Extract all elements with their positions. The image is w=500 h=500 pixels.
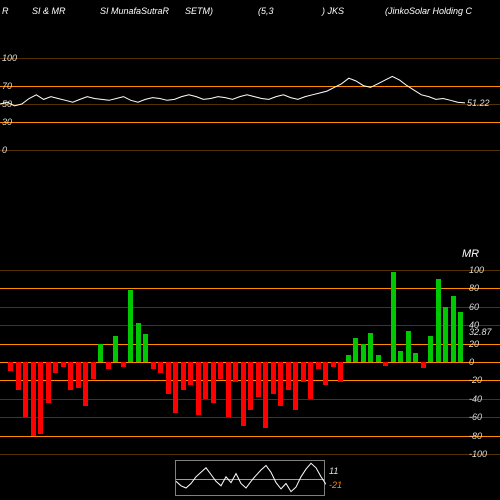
mr-bar [301, 362, 306, 382]
mr-bar [121, 362, 126, 367]
mr-bar [436, 279, 441, 362]
mr-bar [421, 362, 426, 368]
mr-bar [406, 331, 411, 362]
mr-bar [271, 362, 276, 394]
thumb-label: 11 [329, 466, 338, 476]
mr-bar [113, 336, 118, 362]
mr-bar [383, 362, 388, 366]
mr-bar [353, 338, 358, 362]
axis-label: -100 [469, 449, 487, 459]
mr-bar [376, 355, 381, 362]
mr-bar [23, 362, 28, 417]
axis-label: 60 [469, 302, 479, 312]
mr-bar [203, 362, 208, 399]
mr-bar [226, 362, 231, 417]
mr-bar [188, 362, 193, 385]
mr-bar [233, 362, 238, 382]
mr-bar [331, 362, 336, 367]
mr-bar [428, 336, 433, 362]
gridline [0, 325, 500, 326]
axis-label: 0 [469, 357, 474, 367]
chart-canvas: R SI & MR SI MunafaSutraR SETM) (5,3 ) JKS (Ji… [0, 0, 500, 500]
mr-bar [173, 362, 178, 413]
mr-bar [16, 362, 21, 390]
mr-bar [151, 362, 156, 369]
mr-bar [46, 362, 51, 403]
mr-bar [143, 334, 148, 362]
mr-bar [83, 362, 88, 406]
mr-bar [323, 362, 328, 385]
mr-bar [346, 355, 351, 362]
mr-bar [263, 362, 268, 428]
header-text: (JinkoSolar Holding C [385, 6, 472, 16]
mr-bar [166, 362, 171, 394]
mr-bar [368, 333, 373, 362]
mr-bar [316, 362, 321, 369]
gridline [0, 454, 500, 455]
gridline [0, 150, 500, 151]
rsi-end-label: 51.22 [467, 98, 490, 108]
mr-bar [248, 362, 253, 410]
mr-bar [293, 362, 298, 410]
mr-bar [68, 362, 73, 390]
header-text: ) JKS [322, 6, 344, 16]
mr-bar [158, 362, 163, 373]
mr-bar [218, 362, 223, 379]
mr-bar [76, 362, 81, 388]
mr-bar [458, 312, 463, 362]
mr-bar [398, 351, 403, 362]
rsi-chart: 100705030051.22 [0, 58, 500, 150]
mr-bar-chart: 100806040200-20-40-60-80-10032.87 [0, 270, 500, 454]
mr-bar [106, 362, 111, 369]
mr-bar [451, 296, 456, 362]
mr-bar [136, 323, 141, 362]
thumb-label: -21 [329, 480, 342, 490]
gridline [0, 344, 500, 345]
gridline [0, 417, 500, 418]
header-text: SI MunafaSutraR [100, 6, 169, 16]
mr-bar [413, 353, 418, 362]
thumbnail-chart [175, 460, 325, 496]
axis-label: -60 [469, 412, 482, 422]
header-text: (5,3 [258, 6, 274, 16]
mr-bar [278, 362, 283, 406]
axis-label: 80 [469, 283, 479, 293]
axis-label: 100 [469, 265, 484, 275]
header-text: SI & MR [32, 6, 66, 16]
axis-label: 20 [469, 339, 479, 349]
axis-label: -20 [469, 375, 482, 385]
mr-bar [443, 307, 448, 362]
mr-bar [256, 362, 261, 397]
mr-label: MR [462, 248, 479, 260]
mr-bar [391, 272, 396, 362]
mr-bar [286, 362, 291, 390]
axis-label: -80 [469, 431, 482, 441]
mr-bar [61, 362, 66, 367]
mr-bar [211, 362, 216, 403]
mr-bar [31, 362, 36, 436]
mr-bar [128, 290, 133, 362]
mr-bar [308, 362, 313, 399]
mr-overlay-value: 32.87 [469, 327, 492, 337]
rsi-line [0, 58, 465, 150]
mr-bar [8, 362, 13, 371]
gridline [0, 436, 500, 437]
thumb-line [176, 461, 326, 497]
mr-bar [98, 344, 103, 362]
gridline [0, 270, 500, 271]
gridline [0, 307, 500, 308]
mr-bar [361, 344, 366, 362]
header-text: SETM) [185, 6, 213, 16]
mr-bar [38, 362, 43, 434]
mr-bar [181, 362, 186, 390]
gridline [0, 288, 500, 289]
mr-bar [91, 362, 96, 379]
chart-header: R SI & MR SI MunafaSutraR SETM) (5,3 ) JKS (Ji… [0, 4, 500, 18]
mr-bar [241, 362, 246, 426]
mr-bar [53, 362, 58, 373]
axis-label: -40 [469, 394, 482, 404]
mr-bar [338, 362, 343, 382]
header-text: R [2, 6, 9, 16]
mr-bar [196, 362, 201, 415]
